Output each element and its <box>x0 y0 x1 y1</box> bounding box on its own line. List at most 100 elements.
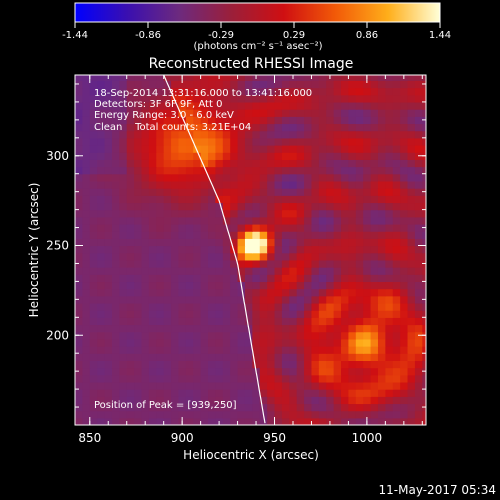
image-pixel <box>318 288 327 297</box>
image-pixel <box>370 389 379 397</box>
image-pixel <box>341 317 350 326</box>
image-pixel <box>156 101 165 110</box>
image-pixel <box>126 324 135 333</box>
image-pixel <box>119 367 128 376</box>
image-pixel <box>326 216 335 225</box>
image-pixel <box>289 80 298 89</box>
image-pixel <box>193 310 202 318</box>
image-pixel <box>296 245 305 254</box>
image-pixel <box>407 295 416 304</box>
image-pixel <box>104 195 113 204</box>
image-pixel <box>200 324 209 333</box>
image-pixel <box>104 360 113 369</box>
image-pixel <box>222 130 231 139</box>
image-pixel <box>89 346 98 354</box>
image-pixel <box>148 166 157 175</box>
image-pixel <box>385 216 394 225</box>
image-pixel <box>407 310 416 318</box>
image-pixel <box>163 259 172 268</box>
image-pixel <box>377 295 386 304</box>
image-pixel <box>252 195 261 204</box>
image-pixel <box>348 360 357 369</box>
image-pixel <box>311 338 320 347</box>
image-pixel <box>178 188 187 196</box>
image-pixel <box>341 302 350 311</box>
image-pixel <box>222 209 231 218</box>
image-pixel <box>407 101 416 110</box>
image-pixel <box>348 195 357 204</box>
image-pixel <box>222 238 231 247</box>
image-pixel <box>407 180 416 189</box>
image-pixel <box>104 381 113 390</box>
image-pixel <box>311 310 320 318</box>
image-pixel <box>326 152 335 160</box>
image-pixel <box>244 195 253 204</box>
image-pixel <box>119 245 128 254</box>
image-pixel <box>82 367 91 376</box>
image-pixel <box>274 87 283 96</box>
image-pixel <box>230 180 239 189</box>
image-pixel <box>237 116 246 125</box>
image-pixel <box>230 173 239 182</box>
image-pixel <box>289 116 298 125</box>
image-pixel <box>333 195 342 204</box>
image-pixel <box>400 252 409 261</box>
image-pixel <box>111 123 120 132</box>
image-pixel <box>163 137 172 146</box>
image-pixel <box>82 101 91 110</box>
image-pixel <box>296 353 305 361</box>
image-pixel <box>281 130 290 139</box>
image-pixel <box>141 209 150 218</box>
image-pixel <box>200 202 209 211</box>
image-pixel <box>126 75 135 81</box>
image-pixel <box>407 360 416 369</box>
image-pixel <box>414 188 423 196</box>
image-pixel <box>267 123 276 132</box>
image-pixel <box>193 159 202 168</box>
image-pixel <box>141 116 150 125</box>
image-pixel <box>230 87 239 96</box>
image-pixel <box>252 202 261 211</box>
image-pixel <box>355 317 364 326</box>
image-pixel <box>326 410 335 419</box>
image-pixel <box>252 180 261 189</box>
image-pixel <box>363 209 372 218</box>
image-pixel <box>171 338 180 347</box>
image-pixel <box>148 209 157 218</box>
image-pixel <box>111 173 120 182</box>
image-pixel <box>289 123 298 132</box>
image-pixel <box>237 288 246 297</box>
image-pixel <box>97 417 106 425</box>
image-pixel <box>193 223 202 232</box>
image-pixel <box>392 238 401 247</box>
image-pixel <box>185 396 194 405</box>
image-pixel <box>296 145 305 153</box>
image-pixel <box>75 389 83 397</box>
image-pixel <box>97 101 106 110</box>
image-pixel <box>111 166 120 175</box>
image-pixel <box>385 145 394 153</box>
image-pixel <box>348 109 357 117</box>
image-pixel <box>304 202 313 211</box>
image-pixel <box>267 87 276 96</box>
image-pixel <box>193 209 202 218</box>
image-pixel <box>82 245 91 254</box>
image-pixel <box>400 202 409 211</box>
image-pixel <box>141 223 150 232</box>
x-tick-label: 900 <box>171 431 194 445</box>
image-pixel <box>230 403 239 412</box>
image-pixel <box>134 216 143 225</box>
image-pixel <box>222 338 231 347</box>
image-pixel <box>222 180 231 189</box>
image-pixel <box>252 94 261 103</box>
image-pixel <box>126 267 135 275</box>
image-pixel <box>244 116 253 125</box>
image-pixel <box>311 317 320 326</box>
image-pixel <box>237 331 246 340</box>
image-pixel <box>148 267 157 275</box>
image-pixel <box>104 152 113 160</box>
image-pixel <box>318 123 327 132</box>
image-pixel <box>377 130 386 139</box>
image-pixel <box>75 288 83 297</box>
image-pixel <box>348 417 357 425</box>
